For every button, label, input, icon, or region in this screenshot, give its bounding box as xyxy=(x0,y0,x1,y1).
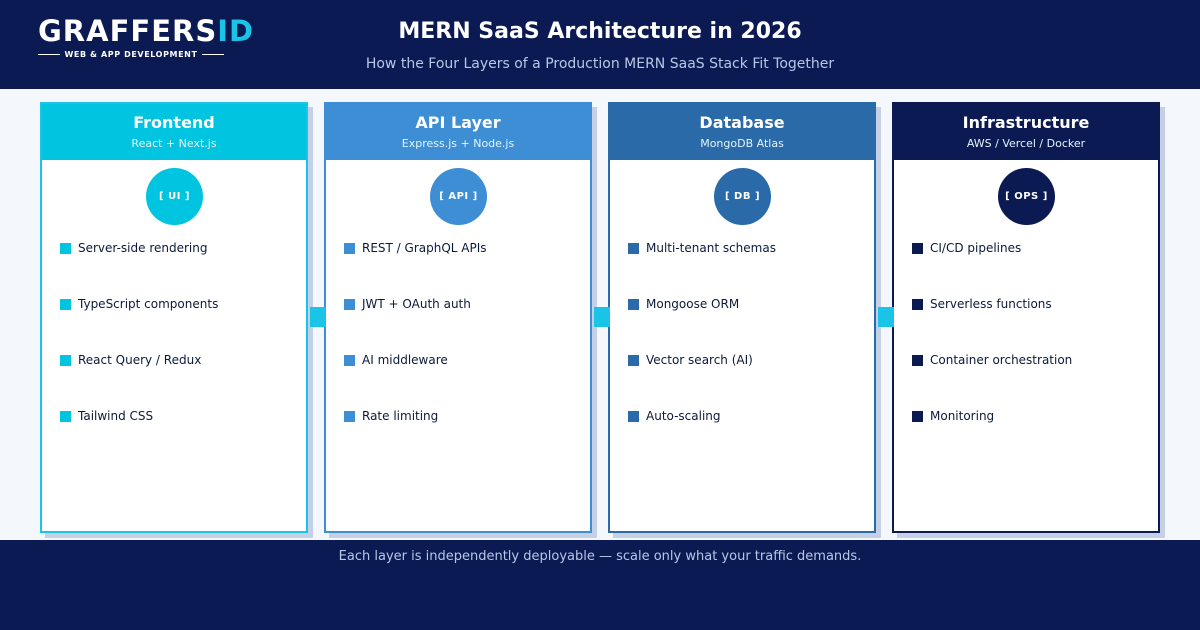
list-item-label: Server-side rendering xyxy=(78,241,208,255)
list-item-label: Serverless functions xyxy=(930,297,1052,311)
list-item-label: Mongoose ORM xyxy=(646,297,740,311)
square-bullet-icon xyxy=(628,243,639,254)
layer-header: Infrastructure AWS / Vercel / Docker xyxy=(894,104,1158,160)
layer-card-body: API Layer Express.js + Node.js [ API ] R… xyxy=(324,102,592,533)
logo-wordmark: GRAFFERSID xyxy=(38,14,255,48)
layer-card-api: API Layer Express.js + Node.js [ API ] R… xyxy=(324,102,597,538)
list-item: REST / GraphQL APIs xyxy=(344,240,487,296)
layer-connector xyxy=(310,307,326,327)
list-item: Serverless functions xyxy=(912,296,1072,352)
square-bullet-icon xyxy=(912,411,923,422)
square-bullet-icon xyxy=(912,243,923,254)
square-bullet-icon xyxy=(628,411,639,422)
layer-badge: [ API ] xyxy=(430,168,487,225)
layer-badge: [ OPS ] xyxy=(998,168,1055,225)
list-item: Tailwind CSS xyxy=(60,408,218,464)
layer-subtitle: Express.js + Node.js xyxy=(401,137,515,150)
square-bullet-icon xyxy=(344,411,355,422)
layer-title: Database xyxy=(699,113,785,132)
list-item-label: AI middleware xyxy=(362,353,448,367)
logo-tagline: WEB & APP DEVELOPMENT xyxy=(34,50,228,60)
brand-logo[interactable]: GRAFFERSID WEB & APP DEVELOPMENT xyxy=(34,14,253,62)
layer-title: API Layer xyxy=(415,113,501,132)
list-item-label: TypeScript components xyxy=(78,297,219,311)
list-item: Server-side rendering xyxy=(60,240,218,296)
square-bullet-icon xyxy=(628,355,639,366)
layer-feature-list: REST / GraphQL APIs JWT + OAuth auth AI … xyxy=(344,240,487,464)
square-bullet-icon xyxy=(344,299,355,310)
layer-card-body: Infrastructure AWS / Vercel / Docker [ O… xyxy=(892,102,1160,533)
square-bullet-icon xyxy=(60,355,71,366)
page-subtitle: How the Four Layers of a Production MERN… xyxy=(365,56,835,72)
layer-subtitle: MongoDB Atlas xyxy=(700,137,784,150)
footer-banner: Each layer is independently deployable —… xyxy=(0,540,1200,630)
list-item-label: Rate limiting xyxy=(362,409,439,423)
header-banner: GRAFFERSID WEB & APP DEVELOPMENT MERN Sa… xyxy=(0,0,1200,89)
layer-card-body: Database MongoDB Atlas [ DB ] Multi-tena… xyxy=(608,102,876,533)
layer-feature-list: Multi-tenant schemas Mongoose ORM Vector… xyxy=(628,240,776,464)
list-item-label: Monitoring xyxy=(930,409,995,423)
layer-card-body: Frontend React + Next.js [ UI ] Server-s… xyxy=(40,102,308,533)
list-item: Container orchestration xyxy=(912,352,1072,408)
layer-header: Frontend React + Next.js xyxy=(42,104,306,160)
list-item-label: Container orchestration xyxy=(930,353,1073,367)
list-item-label: Tailwind CSS xyxy=(78,409,154,423)
list-item-label: JWT + OAuth auth xyxy=(362,297,471,311)
list-item: Auto-scaling xyxy=(628,408,776,464)
list-item: AI middleware xyxy=(344,352,487,408)
list-item-label: CI/CD pipelines xyxy=(930,241,1022,255)
layer-header: Database MongoDB Atlas xyxy=(610,104,874,160)
layer-card-infrastructure: Infrastructure AWS / Vercel / Docker [ O… xyxy=(892,102,1165,538)
page-title: MERN SaaS Architecture in 2026 xyxy=(398,19,802,44)
layer-title: Frontend xyxy=(133,113,215,132)
list-item: Monitoring xyxy=(912,408,1072,464)
square-bullet-icon xyxy=(344,243,355,254)
list-item: Mongoose ORM xyxy=(628,296,776,352)
layer-connector xyxy=(594,307,610,327)
square-bullet-icon xyxy=(60,411,71,422)
square-bullet-icon xyxy=(60,299,71,310)
square-bullet-icon xyxy=(344,355,355,366)
layer-header: API Layer Express.js + Node.js xyxy=(326,104,590,160)
layer-subtitle: AWS / Vercel / Docker xyxy=(966,137,1086,150)
list-item: CI/CD pipelines xyxy=(912,240,1072,296)
layer-title: Infrastructure xyxy=(962,113,1090,132)
list-item: Vector search (AI) xyxy=(628,352,776,408)
list-item: JWT + OAuth auth xyxy=(344,296,487,352)
layer-feature-list: CI/CD pipelines Serverless functions Con… xyxy=(912,240,1072,464)
list-item: React Query / Redux xyxy=(60,352,218,408)
list-item-label: REST / GraphQL APIs xyxy=(362,241,487,255)
layer-feature-list: Server-side rendering TypeScript compone… xyxy=(60,240,218,464)
square-bullet-icon xyxy=(628,299,639,310)
square-bullet-icon xyxy=(912,299,923,310)
list-item: Rate limiting xyxy=(344,408,487,464)
list-item-label: Auto-scaling xyxy=(646,409,721,423)
square-bullet-icon xyxy=(912,355,923,366)
list-item: Multi-tenant schemas xyxy=(628,240,776,296)
layer-badge: [ DB ] xyxy=(714,168,771,225)
footer-note: Each layer is independently deployable —… xyxy=(338,549,862,564)
layer-card-database: Database MongoDB Atlas [ DB ] Multi-tena… xyxy=(608,102,881,538)
list-item-label: React Query / Redux xyxy=(78,353,202,367)
list-item-label: Multi-tenant schemas xyxy=(646,241,776,255)
layer-subtitle: React + Next.js xyxy=(131,137,217,150)
list-item-label: Vector search (AI) xyxy=(646,353,753,367)
layer-connector xyxy=(878,307,894,327)
square-bullet-icon xyxy=(60,243,71,254)
layer-card-frontend: Frontend React + Next.js [ UI ] Server-s… xyxy=(40,102,313,538)
layer-badge: [ UI ] xyxy=(146,168,203,225)
list-item: TypeScript components xyxy=(60,296,218,352)
